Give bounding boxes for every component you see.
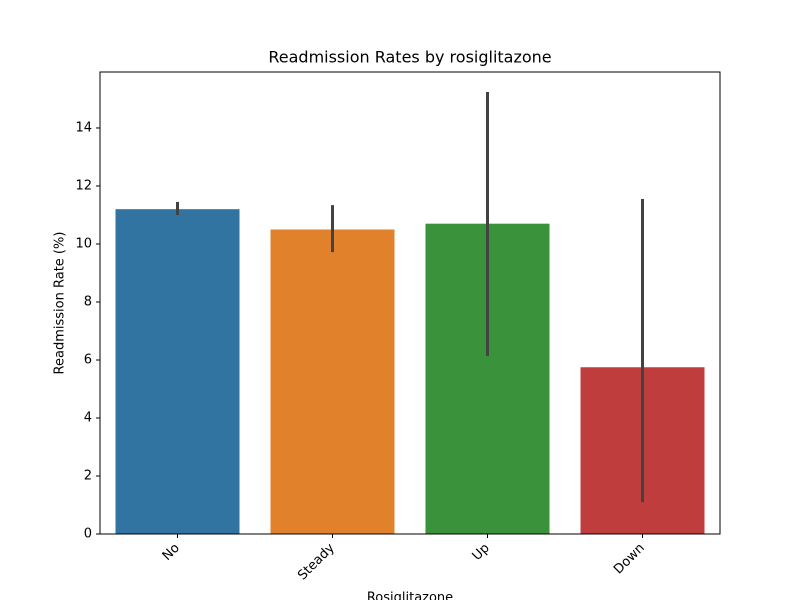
chart-title: Readmission Rates by rosiglitazone	[268, 48, 551, 67]
y-tick-label: 14	[75, 120, 92, 135]
y-tick-label: 4	[84, 410, 92, 425]
bar	[270, 229, 395, 534]
x-tick-label: Steady	[295, 540, 338, 583]
y-tick-label: 0	[84, 527, 92, 542]
y-tick-label: 6	[84, 352, 92, 367]
x-tick-label: Up	[470, 541, 493, 564]
plot-frame	[99, 71, 721, 535]
y-tick-label: 10	[75, 236, 92, 251]
y-axis-label: Readmission Rate (%)	[53, 232, 68, 375]
x-tick-label: Down	[611, 541, 648, 578]
x-tick-label: No	[160, 541, 183, 564]
bar	[115, 209, 240, 535]
y-tick-label: 2	[84, 468, 92, 483]
x-axis-label: Rosiglitazone	[367, 591, 453, 601]
y-tick-label: 8	[84, 294, 92, 309]
y-tick-label: 12	[75, 178, 92, 193]
